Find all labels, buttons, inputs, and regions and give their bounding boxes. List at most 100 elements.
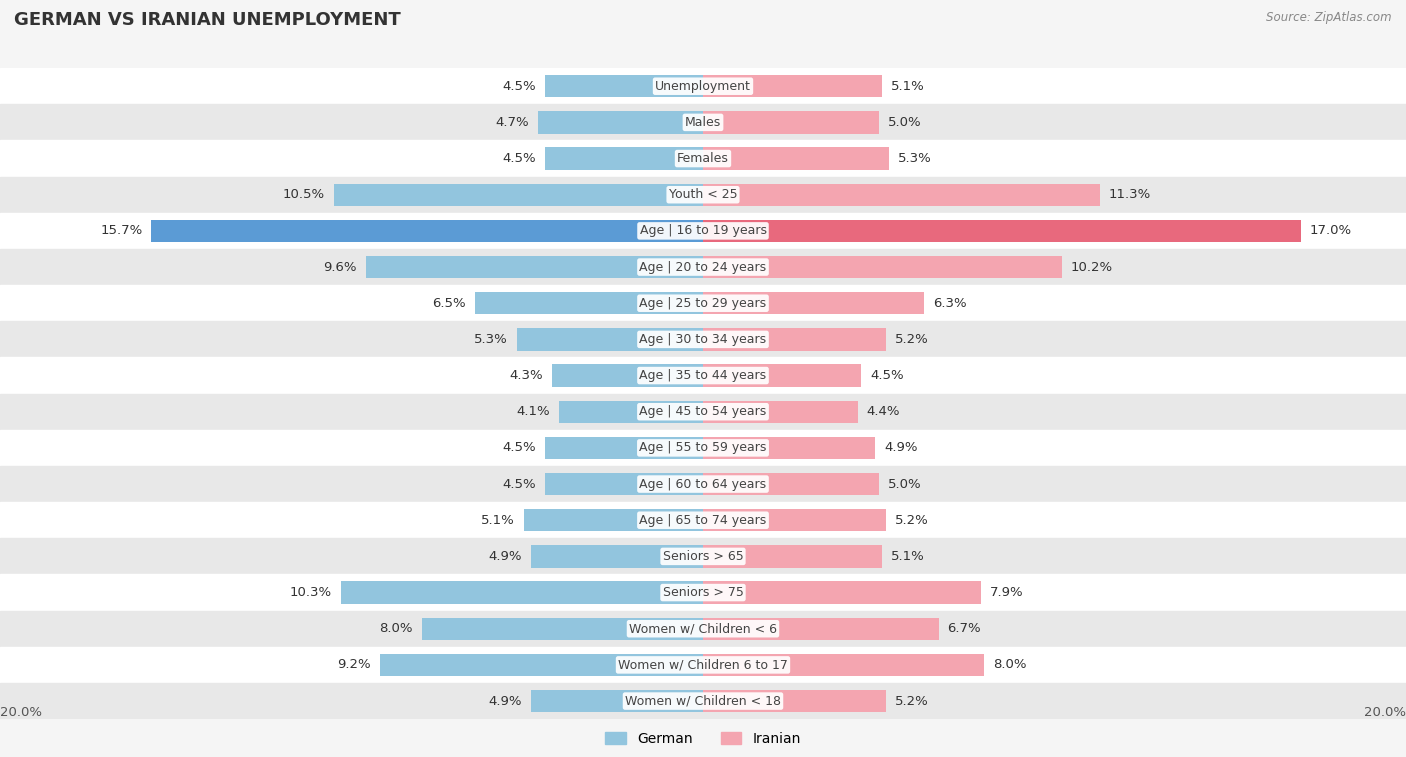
Text: 8.0%: 8.0% — [380, 622, 413, 635]
Bar — [703, 473, 879, 495]
Text: 5.0%: 5.0% — [887, 116, 921, 129]
Text: Females: Females — [678, 152, 728, 165]
Text: 11.3%: 11.3% — [1109, 188, 1152, 201]
Bar — [546, 148, 703, 170]
Text: Age | 35 to 44 years: Age | 35 to 44 years — [640, 369, 766, 382]
Text: 6.3%: 6.3% — [934, 297, 967, 310]
Text: Males: Males — [685, 116, 721, 129]
Text: 4.9%: 4.9% — [884, 441, 918, 454]
Text: Seniors > 75: Seniors > 75 — [662, 586, 744, 599]
Text: Age | 25 to 29 years: Age | 25 to 29 years — [640, 297, 766, 310]
Bar — [0, 575, 1406, 611]
Text: 7.9%: 7.9% — [990, 586, 1024, 599]
Text: 9.6%: 9.6% — [323, 260, 357, 273]
Text: 4.5%: 4.5% — [502, 152, 536, 165]
Text: 4.9%: 4.9% — [488, 550, 522, 563]
Bar — [0, 285, 1406, 321]
Text: 5.2%: 5.2% — [894, 333, 928, 346]
Bar — [703, 581, 981, 604]
Text: Youth < 25: Youth < 25 — [669, 188, 737, 201]
Text: 9.2%: 9.2% — [337, 659, 371, 671]
Bar — [537, 111, 703, 133]
Bar — [531, 690, 703, 712]
Bar — [703, 690, 886, 712]
Text: Women w/ Children < 18: Women w/ Children < 18 — [626, 695, 780, 708]
Bar — [703, 183, 1099, 206]
Bar — [366, 256, 703, 279]
Text: 4.5%: 4.5% — [502, 79, 536, 92]
Bar — [551, 364, 703, 387]
Text: 10.3%: 10.3% — [290, 586, 332, 599]
Text: 4.7%: 4.7% — [495, 116, 529, 129]
Bar — [703, 75, 883, 98]
Bar — [524, 509, 703, 531]
Bar — [703, 618, 939, 640]
Bar — [475, 292, 703, 314]
Bar — [703, 364, 860, 387]
Bar — [0, 249, 1406, 285]
Bar — [703, 545, 883, 568]
Text: Age | 60 to 64 years: Age | 60 to 64 years — [640, 478, 766, 491]
Text: 8.0%: 8.0% — [993, 659, 1026, 671]
Bar — [0, 538, 1406, 575]
Text: 5.0%: 5.0% — [887, 478, 921, 491]
Text: 4.1%: 4.1% — [516, 405, 550, 418]
Text: Source: ZipAtlas.com: Source: ZipAtlas.com — [1267, 11, 1392, 24]
Text: 10.2%: 10.2% — [1070, 260, 1112, 273]
Bar — [703, 256, 1062, 279]
Text: 4.5%: 4.5% — [502, 441, 536, 454]
Text: Seniors > 65: Seniors > 65 — [662, 550, 744, 563]
Text: 4.5%: 4.5% — [870, 369, 904, 382]
Text: 5.1%: 5.1% — [481, 514, 515, 527]
Bar — [0, 213, 1406, 249]
Bar — [546, 473, 703, 495]
Bar — [380, 654, 703, 676]
Text: 4.9%: 4.9% — [488, 695, 522, 708]
Legend: German, Iranian: German, Iranian — [599, 726, 807, 751]
Bar — [335, 183, 703, 206]
Bar — [703, 220, 1301, 242]
Bar — [0, 104, 1406, 141]
Text: 6.5%: 6.5% — [432, 297, 465, 310]
Text: 4.5%: 4.5% — [502, 478, 536, 491]
Text: Age | 30 to 34 years: Age | 30 to 34 years — [640, 333, 766, 346]
Text: 10.5%: 10.5% — [283, 188, 325, 201]
Bar — [0, 321, 1406, 357]
Text: 4.4%: 4.4% — [866, 405, 900, 418]
Text: Age | 65 to 74 years: Age | 65 to 74 years — [640, 514, 766, 527]
Bar — [703, 400, 858, 423]
Bar — [703, 437, 875, 459]
Text: 5.1%: 5.1% — [891, 79, 925, 92]
Bar — [0, 141, 1406, 176]
Bar — [703, 111, 879, 133]
Bar — [0, 176, 1406, 213]
Bar — [0, 611, 1406, 646]
Text: 4.3%: 4.3% — [509, 369, 543, 382]
Text: 20.0%: 20.0% — [1364, 706, 1406, 719]
Text: Age | 16 to 19 years: Age | 16 to 19 years — [640, 224, 766, 238]
Bar — [703, 329, 886, 350]
Text: Age | 45 to 54 years: Age | 45 to 54 years — [640, 405, 766, 418]
Bar — [0, 683, 1406, 719]
Bar — [0, 394, 1406, 430]
Bar — [340, 581, 703, 604]
Text: 5.2%: 5.2% — [894, 695, 928, 708]
Text: 15.7%: 15.7% — [100, 224, 142, 238]
Bar — [0, 502, 1406, 538]
Text: 17.0%: 17.0% — [1309, 224, 1351, 238]
Bar — [703, 654, 984, 676]
Bar — [703, 509, 886, 531]
Bar — [0, 466, 1406, 502]
Text: 6.7%: 6.7% — [948, 622, 981, 635]
Text: Women w/ Children < 6: Women w/ Children < 6 — [628, 622, 778, 635]
Bar — [546, 437, 703, 459]
Text: 5.3%: 5.3% — [898, 152, 932, 165]
Text: 5.1%: 5.1% — [891, 550, 925, 563]
Bar — [531, 545, 703, 568]
Bar — [703, 292, 925, 314]
Text: 20.0%: 20.0% — [0, 706, 42, 719]
Bar — [0, 430, 1406, 466]
Bar — [422, 618, 703, 640]
Bar — [0, 357, 1406, 394]
Bar — [560, 400, 703, 423]
